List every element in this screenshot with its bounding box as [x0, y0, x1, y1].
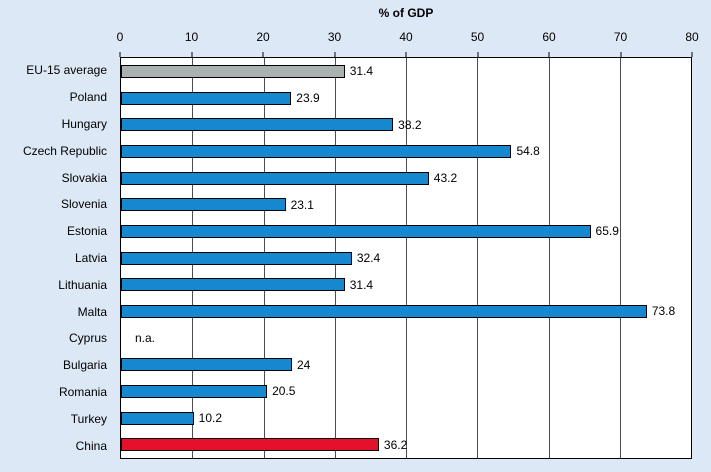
tick-label: 50 [470, 30, 485, 44]
tick-mark [477, 52, 478, 57]
category-label: Poland [69, 90, 107, 105]
category-label: Malta [77, 304, 107, 319]
tick-label: 70 [613, 30, 628, 44]
category-label: China [75, 438, 107, 453]
plot-area: 31.4 23.9 38.2 54.8 43.2 23.1 65.9 32.4 31.4 73.8… [120, 57, 692, 459]
tick-label: 20 [256, 30, 270, 44]
tick-label: 0 [116, 30, 124, 44]
category-label: Turkey [70, 411, 107, 426]
category-label: EU-15 average [26, 63, 107, 78]
tick-mark [334, 52, 335, 57]
bar-row: 23.1 [121, 191, 691, 218]
bar-row: 38.2 [121, 111, 691, 138]
bar-value-label: 38.2 [398, 117, 422, 132]
category-label: Hungary [61, 116, 107, 131]
bar [121, 198, 286, 212]
bar-rows: 31.4 23.9 38.2 54.8 43.2 23.1 65.9 32.4 31.4 73.8… [121, 58, 691, 458]
tick-mark [405, 52, 407, 57]
bar-row: 43.2 [121, 165, 691, 192]
bar-row: n.a. [121, 325, 691, 352]
tick-label: 10 [184, 30, 199, 44]
chart-title: % of GDP [378, 6, 434, 20]
bar [121, 304, 647, 318]
tick-label: 80 [685, 30, 699, 44]
bar-row: 10.2 [121, 405, 691, 432]
bar [121, 438, 379, 452]
tick-mark [262, 52, 264, 57]
bar [121, 91, 292, 105]
bar-value-label: 54.8 [516, 144, 540, 159]
bar-value-label: 31.4 [349, 64, 374, 79]
category-label: Estonia [66, 224, 107, 239]
tick-mark [191, 52, 192, 57]
bar-row: 23.9 [121, 85, 691, 112]
bar [121, 144, 512, 158]
bar-value-label: 73.8 [651, 304, 676, 319]
bar [121, 64, 345, 78]
gridline [406, 58, 407, 458]
bar-row: 65.9 [121, 218, 691, 245]
category-label: Romania [58, 384, 107, 399]
bar-row: 24 [121, 351, 691, 378]
bar-row: 36.2 [121, 431, 691, 458]
bar-value-label: 36.2 [383, 437, 408, 452]
bar [121, 171, 429, 185]
bar [121, 411, 194, 425]
bar-row: 73.8 [121, 298, 691, 325]
gridline [548, 58, 550, 458]
tick-label: 40 [399, 30, 413, 44]
bar-value-label: 23.9 [296, 91, 320, 105]
bar-value-label: 20.5 [272, 384, 296, 399]
category-label: Lithuania [58, 277, 107, 292]
bar-value-label: 24 [297, 357, 311, 372]
category-label: Slovenia [60, 197, 107, 212]
category-label: Latvia [74, 250, 107, 265]
tick-mark [119, 52, 121, 57]
tick-mark [620, 52, 621, 57]
bar-na-label: n.a. [135, 331, 156, 346]
bar-value-label: 43.2 [433, 171, 458, 186]
x-axis-tick-labels: 0 10 20 30 40 50 60 70 80 [116, 30, 699, 46]
category-label: Czech Republic [22, 143, 107, 158]
category-labels: EU-15 average Poland Hungary Czech Republic… [0, 57, 114, 459]
bar-value-label: 23.1 [290, 197, 314, 212]
bar [121, 224, 591, 238]
bar [121, 251, 352, 265]
bar-row: 20.5 [121, 378, 691, 405]
bar-value-label: 31.4 [349, 277, 374, 292]
bar [121, 384, 268, 398]
tick-mark [548, 52, 550, 57]
bar-value-label: 32.4 [356, 251, 381, 266]
gridline [477, 58, 479, 458]
tick-mark [691, 52, 693, 57]
bar-row: 32.4 [121, 245, 691, 272]
tick-label: 30 [327, 30, 342, 44]
bar-row: 31.4 [121, 58, 691, 85]
category-label: Bulgaria [62, 358, 107, 373]
bar [121, 118, 394, 132]
category-label: Slovakia [61, 170, 107, 185]
bar [121, 278, 345, 292]
category-label: Cyprus [68, 331, 107, 346]
tick-label: 60 [542, 30, 556, 44]
bar [121, 358, 292, 372]
bar-value-label: 10.2 [198, 411, 223, 426]
bar-row: 31.4 [121, 271, 691, 298]
bar-row: 54.8 [121, 138, 691, 165]
gridline [619, 58, 621, 458]
bar-value-label: 65.9 [595, 224, 619, 239]
x-axis-tick-marks [119, 52, 693, 57]
